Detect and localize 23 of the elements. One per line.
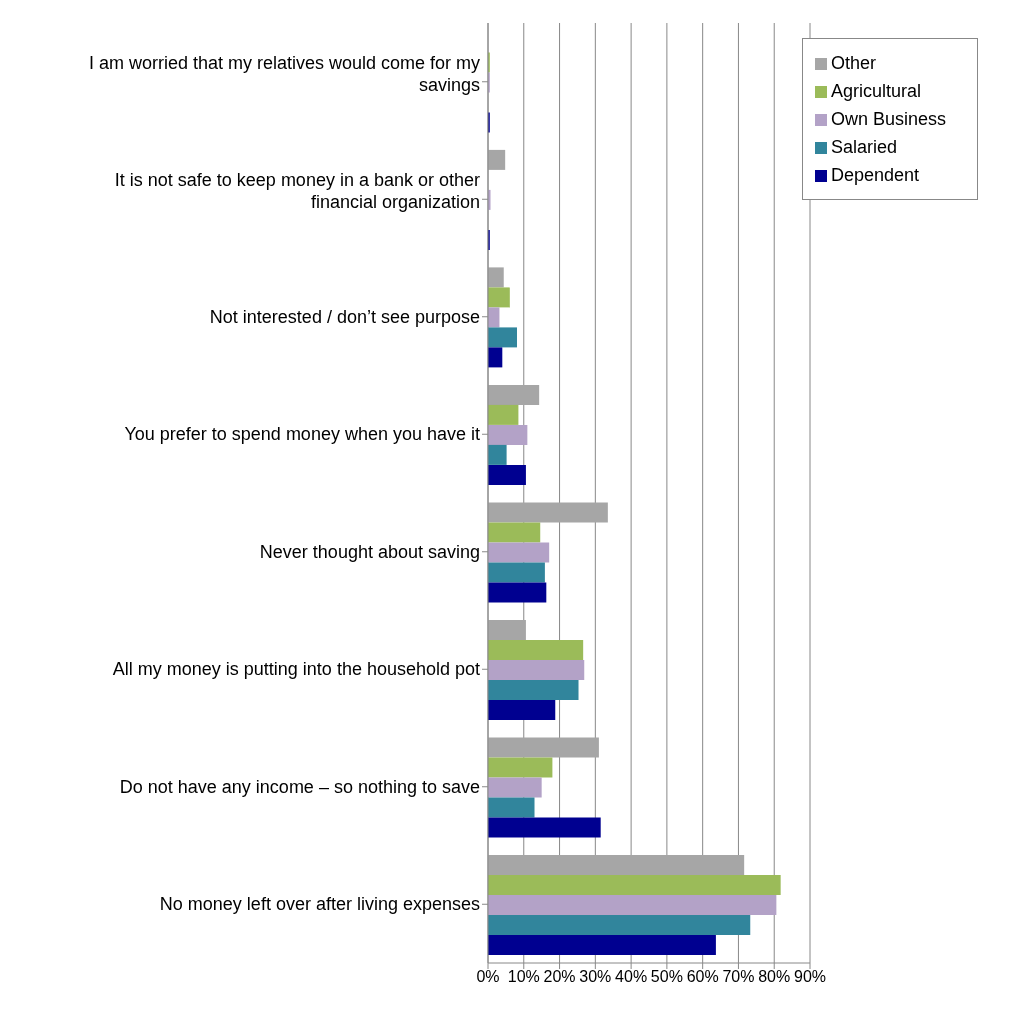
x-tick-label: 40% <box>615 968 648 986</box>
y-tick-label: You prefer to spend money when you have it <box>124 424 480 445</box>
x-tick-label: 10% <box>507 968 540 986</box>
x-tick-label: 90% <box>793 968 827 986</box>
x-tick-label: 50% <box>650 968 683 986</box>
x-tick-label: 70% <box>722 968 755 986</box>
legend-label: Dependent <box>831 165 920 185</box>
legend-label: Other <box>831 53 877 73</box>
legend-label: Own Business <box>831 109 947 129</box>
x-tick-label: 60% <box>686 968 719 986</box>
y-tick-label: Never thought about saving <box>259 541 480 562</box>
legend-label: Salaried <box>831 137 898 157</box>
legend-label: Agricultural <box>831 81 922 101</box>
y-tick-label: No money left over after living expenses <box>159 894 480 915</box>
x-tick-label: 0% <box>476 968 500 986</box>
y-tick-label: Not interested / don’t see purpose <box>209 306 480 327</box>
x-tick-label: 30% <box>579 968 612 986</box>
y-tick-label: I am worried that my relatives would come for my savings <box>88 52 480 95</box>
x-tick-label: 20% <box>543 968 576 986</box>
y-tick-label: Do not have any income – so nothing to save <box>119 776 480 797</box>
x-tick-label: 80% <box>758 968 791 986</box>
y-tick-label: It is not safe to keep money in a bank or other financial organization <box>114 170 480 213</box>
y-tick-label: All my money is putting into the household pot <box>112 659 480 680</box>
